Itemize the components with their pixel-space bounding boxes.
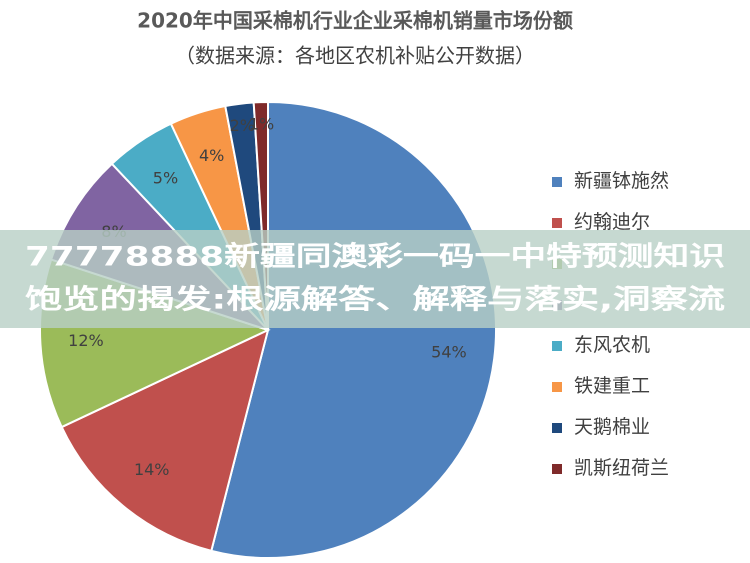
banner-text: 77778888新疆同澳彩一码一中特预测知识	[25, 241, 725, 273]
banner-text: 饱览的揭发:根源解答、解释与落实,洞察流	[25, 284, 725, 316]
legend-swatch	[552, 423, 562, 433]
legend-swatch	[552, 464, 562, 474]
legend-label: 铁建重工	[574, 375, 650, 397]
legend-label: 东风农机	[574, 334, 650, 356]
legend-swatch	[552, 382, 562, 392]
data-label: 1%	[249, 114, 274, 133]
data-label: 14%	[134, 460, 170, 479]
data-label: 54%	[431, 342, 467, 361]
pie-slice	[60, 328, 270, 553]
overlay-banner: 77778888新疆同澳彩一码一中特预测知识饱览的揭发:根源解答、解释与落实,洞…	[0, 230, 750, 328]
legend-swatch	[552, 218, 562, 228]
pie: 54%14%12%8%5%4%2%1%	[39, 100, 497, 559]
data-label: 2%	[230, 116, 255, 135]
legend-label: 约翰迪尔	[574, 211, 650, 233]
legend-label: 凯斯纽荷兰	[574, 457, 669, 479]
legend-swatch	[552, 177, 562, 187]
banner-background	[0, 230, 750, 328]
legend-label: 天鹅棉业	[574, 416, 650, 438]
data-label: 4%	[199, 146, 224, 165]
pie-slice	[210, 100, 497, 559]
data-label: 12%	[68, 331, 104, 350]
chart-title: 2020年中国采棉机行业企业采棉机销量市场份额	[137, 9, 573, 33]
legend-swatch	[552, 341, 562, 351]
data-label: 5%	[153, 169, 178, 188]
chart-subtitle: （数据来源：各地区农机补贴公开数据）	[175, 44, 535, 68]
legend-label: 新疆钵施然	[574, 170, 669, 192]
